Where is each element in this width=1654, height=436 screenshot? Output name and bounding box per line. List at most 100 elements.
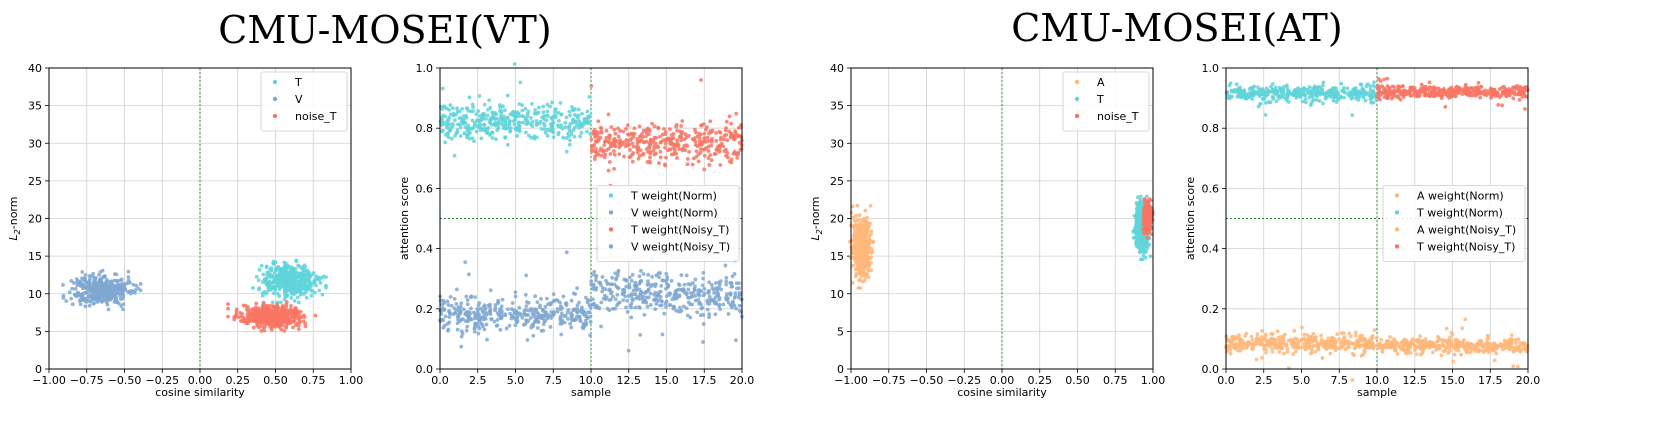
point-V weight(Noisy_T) xyxy=(693,277,698,282)
point-T weight(Norm) xyxy=(534,135,539,140)
point-T weight(Noisy_T) xyxy=(722,137,726,142)
point-T xyxy=(299,266,304,271)
point-T weight(Noisy_T) xyxy=(624,126,628,131)
point-V weight(Noisy_T) xyxy=(653,282,658,286)
point-V xyxy=(97,279,102,283)
point-V weight(Noisy_T) xyxy=(646,272,651,277)
point-A weight(Norm) xyxy=(1361,338,1366,343)
point-V weight(Noisy_T) xyxy=(702,291,707,296)
point-V xyxy=(100,288,105,292)
point-V weight(Norm) xyxy=(489,317,493,322)
point-V weight(Norm) xyxy=(465,318,470,323)
tick-label-x: 12.5 xyxy=(1403,374,1428,387)
point-V weight(Norm) xyxy=(546,314,551,319)
point-A xyxy=(856,224,861,229)
point-V weight(Norm) xyxy=(541,328,546,333)
point-V weight(Noisy_T) xyxy=(734,338,738,343)
point-V weight(Norm) xyxy=(461,307,466,312)
point-V weight(Norm) xyxy=(559,320,564,325)
point-T weight(Noisy_T) xyxy=(657,161,661,165)
point-T xyxy=(251,286,255,290)
point-V weight(Norm) xyxy=(477,326,482,331)
point-T weight(Norm) xyxy=(476,109,481,114)
point-T weight(Norm) xyxy=(550,117,555,122)
point-T xyxy=(299,291,304,295)
point-T weight(Noisy_T) xyxy=(663,141,668,146)
point-V weight(Noisy_T) xyxy=(621,292,626,297)
point-T xyxy=(317,278,322,283)
point-T weight(Norm) xyxy=(568,113,572,118)
point-V weight(Norm) xyxy=(575,303,580,308)
point-T weight(Noisy_T) xyxy=(731,151,736,156)
point-A weight(Norm) xyxy=(1250,343,1255,348)
point-V weight(Norm) xyxy=(498,327,503,332)
point-V xyxy=(93,289,98,294)
point-T weight(Norm) xyxy=(523,106,528,111)
point-T weight(Norm) xyxy=(1261,97,1266,102)
point-V weight(Norm) xyxy=(552,298,557,303)
tick-label-x: 0.50 xyxy=(263,374,288,387)
point-noise_T xyxy=(259,328,264,333)
point-V weight(Noisy_T) xyxy=(648,291,653,296)
legend-label: T xyxy=(1096,93,1104,106)
point-V xyxy=(105,289,109,294)
point-T xyxy=(294,258,299,263)
tick-label-x: 7.5 xyxy=(545,374,563,387)
point-V weight(Norm) xyxy=(513,290,518,295)
point-T weight(Noisy_T) xyxy=(612,127,617,132)
point-V weight(Noisy_T) xyxy=(664,279,668,283)
point-V weight(Norm) xyxy=(569,317,574,321)
point-T xyxy=(264,264,269,269)
point-T weight(Norm) xyxy=(452,153,457,158)
point-T weight(Norm) xyxy=(585,129,589,134)
point-V weight(Noisy_T) xyxy=(634,296,639,301)
point-V xyxy=(91,292,96,297)
point-T weight(Noisy_T) xyxy=(630,159,635,164)
point-T weight(Norm) xyxy=(495,116,499,121)
point-V weight(Noisy_T) xyxy=(679,308,684,313)
point-V weight(Norm) xyxy=(533,294,538,299)
point-V weight(Noisy_T) xyxy=(616,301,621,306)
point-T weight(Noisy_T) xyxy=(697,131,702,136)
point-A xyxy=(868,203,873,208)
point-T weight(Noisy_T) xyxy=(652,152,657,157)
point-V xyxy=(71,281,76,285)
point-T xyxy=(1133,225,1137,230)
point-T weight(Norm) xyxy=(542,127,547,132)
point-T weight(Noisy_T) xyxy=(696,152,701,157)
point-V xyxy=(92,275,96,280)
legend-marker xyxy=(608,193,614,198)
legend-label: T weight(Noisy_T) xyxy=(630,223,729,236)
point-A weight(Norm) xyxy=(1264,339,1269,344)
point-V weight(Norm) xyxy=(440,302,445,307)
point-V weight(Norm) xyxy=(578,319,583,324)
point-T weight(Norm) xyxy=(484,117,488,121)
point-V weight(Norm) xyxy=(495,311,500,315)
point-V weight(Norm) xyxy=(469,294,474,299)
point-A weight(Norm) xyxy=(1230,335,1235,339)
point-A xyxy=(864,234,869,238)
point-V weight(Norm) xyxy=(495,323,500,328)
point-T weight(Noisy_T) xyxy=(612,149,616,153)
point-V weight(Norm) xyxy=(525,338,530,342)
point-V xyxy=(83,273,88,277)
point-V weight(Norm) xyxy=(452,306,457,311)
point-T weight(Norm) xyxy=(495,128,500,133)
point-noise_T xyxy=(281,309,285,314)
point-T weight(Noisy_T) xyxy=(687,150,691,154)
point-T weight(Norm) xyxy=(1307,85,1312,89)
point-V weight(Noisy_T) xyxy=(653,307,658,312)
point-V xyxy=(97,272,101,277)
point-noise_T xyxy=(236,315,241,320)
point-V xyxy=(87,278,92,283)
point-V weight(Noisy_T) xyxy=(608,297,613,302)
point-T weight(Norm) xyxy=(571,128,576,133)
point-V weight(Norm) xyxy=(549,301,553,306)
point-V weight(Norm) xyxy=(499,314,504,319)
point-V weight(Noisy_T) xyxy=(603,287,608,292)
point-V weight(Noisy_T) xyxy=(729,281,734,285)
point-T xyxy=(272,271,277,276)
point-V weight(Noisy_T) xyxy=(599,324,603,329)
point-T weight(Norm) xyxy=(538,119,543,124)
